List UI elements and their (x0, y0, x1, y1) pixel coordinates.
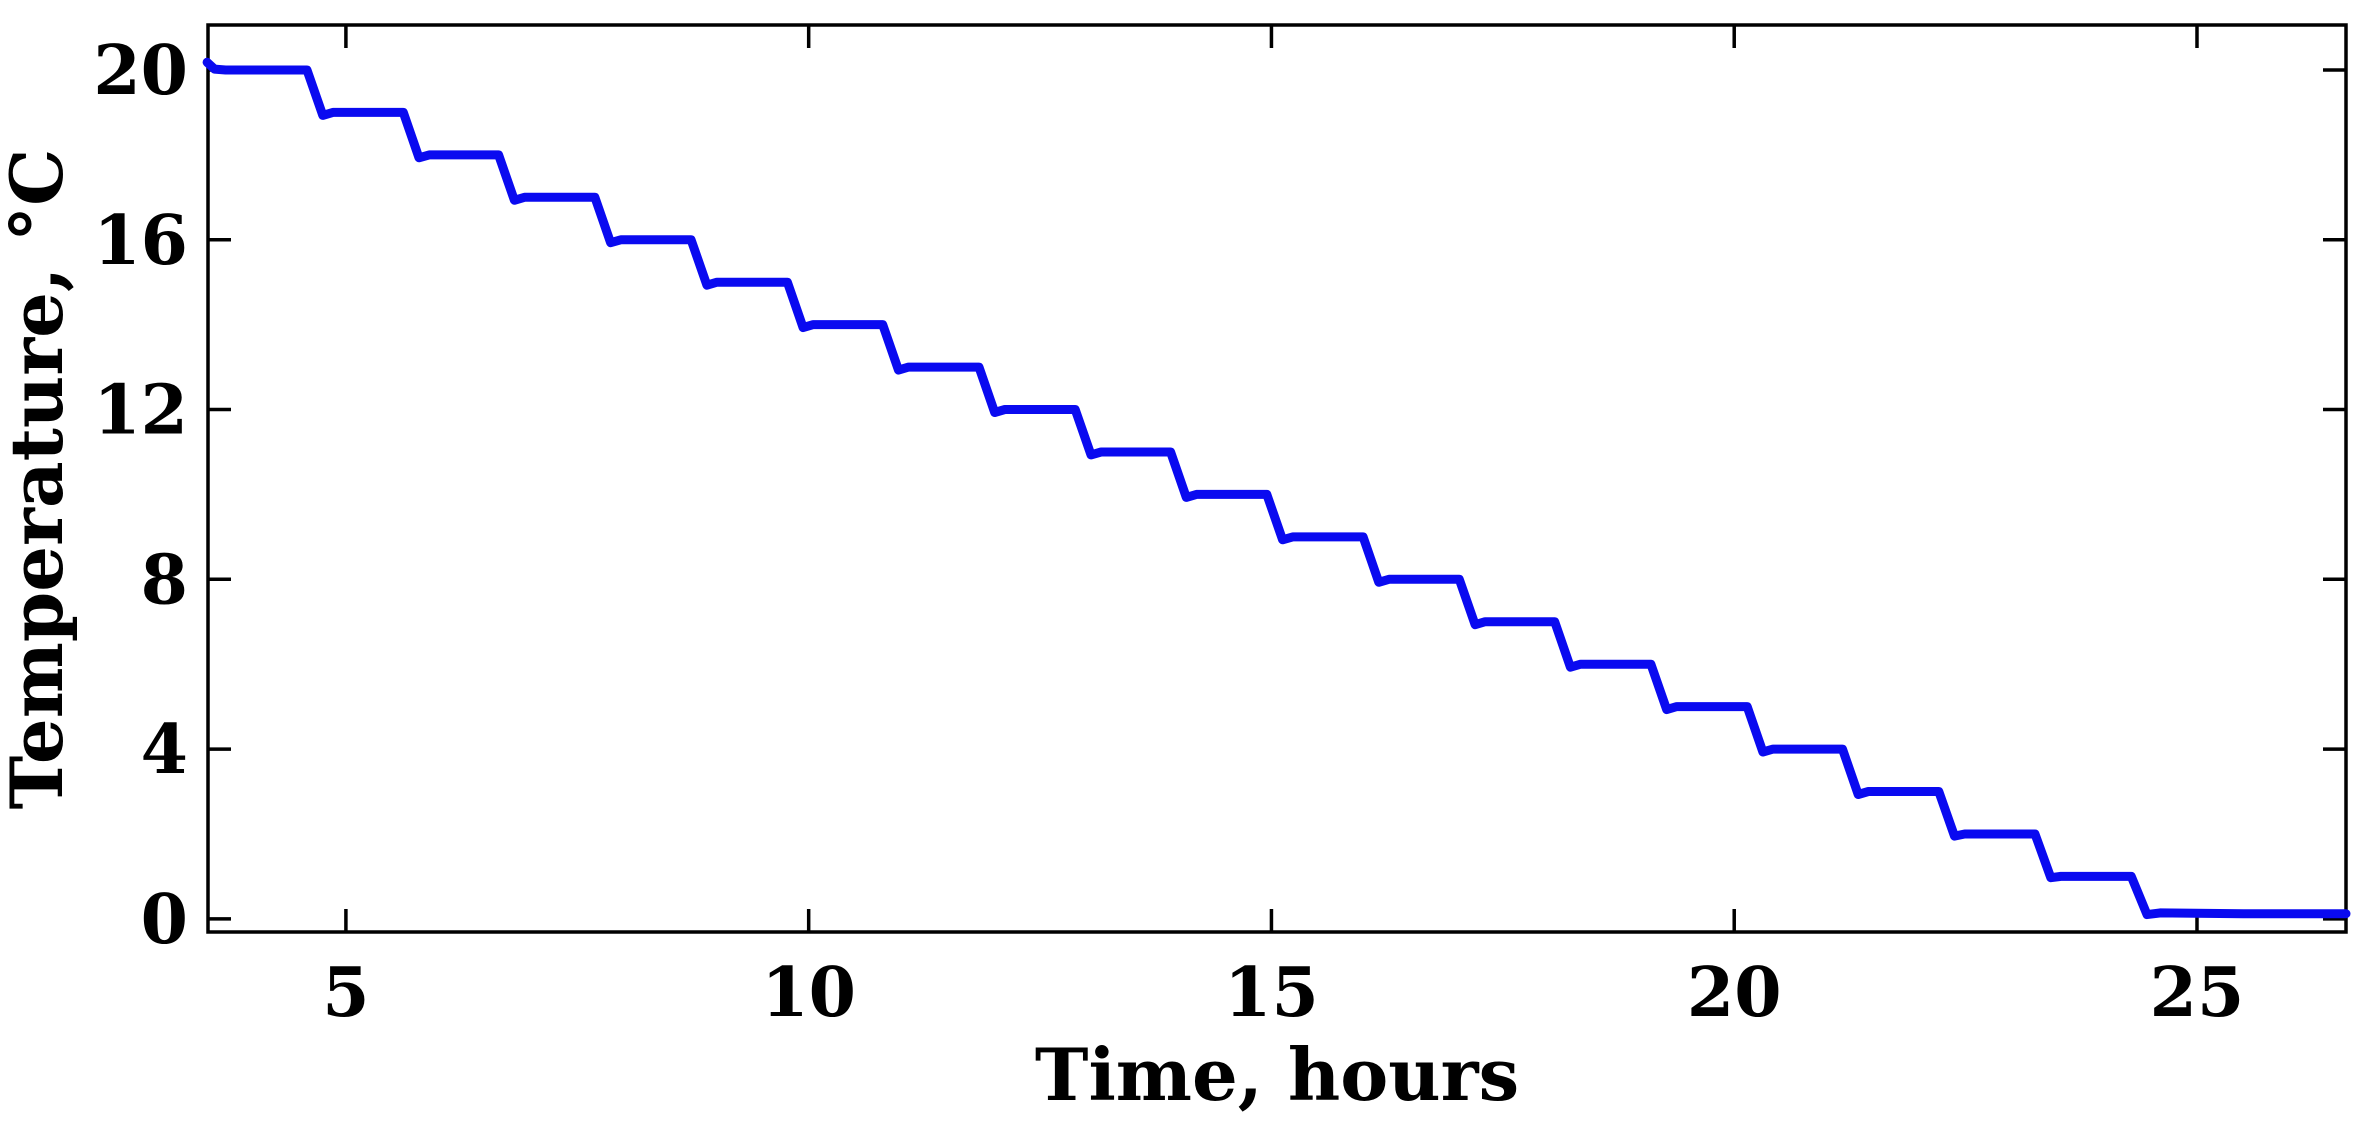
axes-box (206, 23, 2348, 934)
y-tick-label: 8 (141, 540, 188, 620)
y-tick-label: 0 (141, 880, 188, 960)
x-tick-label: 25 (2150, 953, 2245, 1033)
y-tick-label: 4 (141, 710, 188, 790)
x-tick-label: 15 (1224, 953, 1319, 1033)
x-axis-title: Time, hours (1035, 1032, 1519, 1117)
y-tick-label: 12 (93, 371, 188, 451)
x-tick-label: 5 (322, 953, 369, 1033)
x-tick-label: 20 (1687, 953, 1782, 1033)
y-tick-label: 20 (93, 31, 188, 111)
x-tick-label: 10 (761, 953, 856, 1033)
y-tick-label: 16 (93, 201, 188, 281)
y-axis-title: Temperature, °C (0, 149, 79, 810)
temperature-series-line (202, 57, 2351, 920)
